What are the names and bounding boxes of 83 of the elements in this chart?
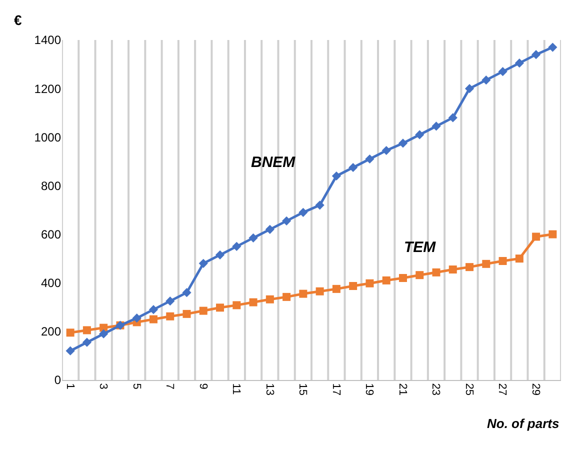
x-tick-label: 9: [196, 383, 209, 390]
point: [548, 230, 557, 238]
point: [132, 314, 142, 323]
point: [316, 287, 324, 296]
point: [349, 282, 358, 290]
point: [216, 304, 224, 312]
point: [498, 67, 508, 76]
point: [432, 268, 440, 276]
x-axis-title: No. of parts: [487, 416, 560, 431]
point: [415, 130, 424, 140]
point: [482, 76, 491, 85]
point: [265, 224, 274, 234]
x-tick-label: 17: [330, 383, 342, 396]
point: [366, 279, 374, 288]
point: [315, 200, 324, 210]
point: [166, 312, 174, 320]
point: [66, 328, 74, 337]
point: [348, 162, 358, 172]
y-tick-label: 1200: [34, 82, 62, 96]
point: [448, 113, 458, 122]
x-tick-label: 11: [230, 383, 242, 395]
point: [332, 284, 340, 293]
y-tick-label: 1400: [34, 33, 62, 48]
point: [365, 154, 374, 164]
y-tick-label: 200: [40, 324, 62, 339]
point: [298, 208, 308, 217]
point: [249, 298, 258, 306]
point: [398, 274, 407, 282]
y-tick-label: 0: [54, 373, 62, 388]
point: [199, 306, 208, 315]
point: [149, 315, 158, 324]
x-tick-label: 5: [130, 383, 142, 390]
point: [498, 257, 507, 265]
point: [332, 171, 341, 181]
point: [432, 122, 441, 131]
point: [532, 50, 541, 60]
point: [82, 338, 92, 347]
point: [182, 310, 191, 318]
point: [482, 260, 490, 268]
point: [299, 290, 308, 298]
y-tick-label: 400: [40, 276, 62, 290]
point: [514, 58, 524, 68]
x-tick-label: 21: [396, 383, 408, 396]
point: [232, 301, 241, 310]
x-tick-label: 19: [363, 383, 376, 396]
point: [282, 292, 291, 301]
point: [99, 329, 108, 338]
x-tick-label: 7: [164, 383, 176, 390]
point: [82, 326, 91, 334]
x-tick-label: 3: [97, 383, 110, 390]
y-tick-label: 1000: [34, 130, 62, 144]
series-label: TEM: [404, 239, 436, 256]
y-axis-title: €: [14, 12, 22, 28]
y-tick-label: 800: [40, 178, 62, 193]
point: [66, 346, 75, 356]
point: [215, 250, 225, 260]
point: [148, 305, 158, 314]
point: [182, 288, 192, 298]
point: [466, 263, 474, 272]
x-tick-label: 29: [529, 383, 542, 396]
point: [282, 216, 292, 226]
text: BNEM: [251, 154, 296, 171]
x-tick-label: 23: [430, 383, 442, 396]
point: [416, 271, 424, 280]
point: [248, 233, 258, 242]
point: [464, 84, 474, 94]
point: [532, 232, 540, 241]
point: [198, 258, 208, 268]
point: [398, 138, 408, 148]
point: [548, 42, 558, 52]
point: [166, 296, 175, 306]
point: [515, 254, 524, 263]
point: [266, 295, 274, 304]
y-tick-label: 600: [40, 227, 62, 242]
x-tick-label: 25: [462, 383, 475, 396]
x-tick-label: 15: [296, 383, 309, 396]
point: [382, 276, 390, 284]
x-tick-label: 13: [263, 383, 276, 396]
x-tick-label: 27: [496, 383, 508, 396]
point: [232, 242, 242, 251]
x-tick-label: 1: [64, 383, 76, 390]
point: [382, 146, 391, 156]
point: [448, 266, 457, 274]
